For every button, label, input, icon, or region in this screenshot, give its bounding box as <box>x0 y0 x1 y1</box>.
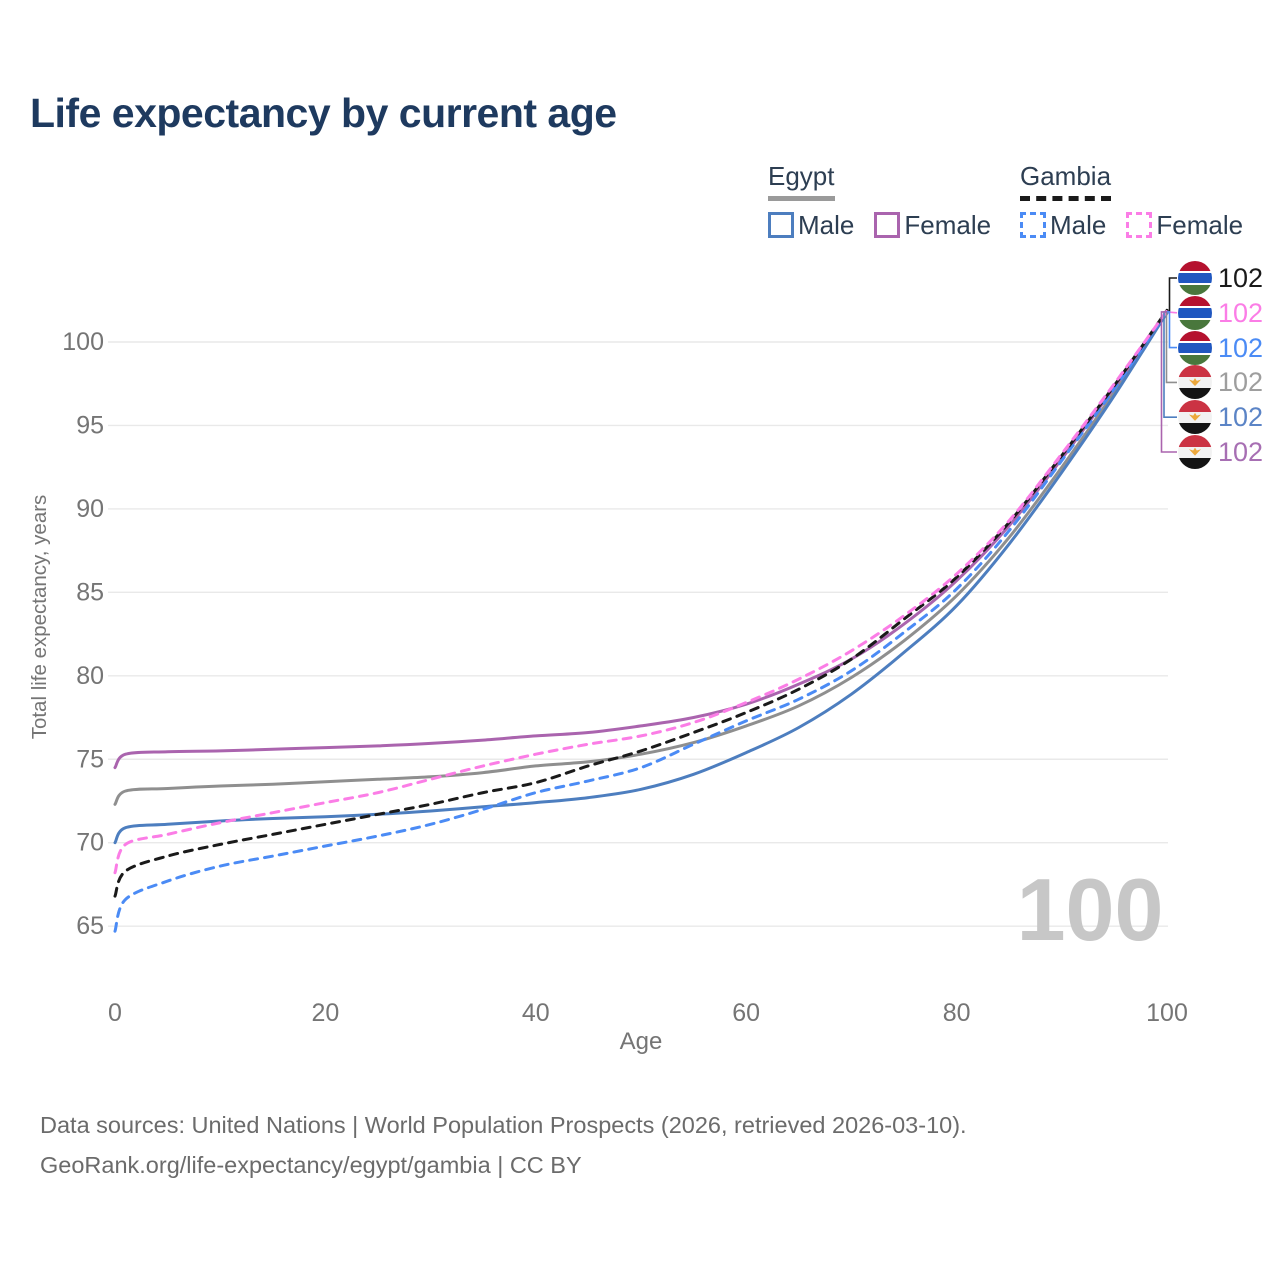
x-tick-label: 80 <box>943 999 971 1027</box>
legend-swatch-gambia-male[interactable] <box>1020 212 1046 239</box>
footer-attribution-url: GeoRank.org/life-expectancy/egypt/gambia… <box>40 1151 582 1178</box>
legend-label-egypt-female[interactable]: Female <box>904 209 992 240</box>
series-line-egypt_male[interactable] <box>113 311 1169 845</box>
x-tick-label: 0 <box>108 999 122 1027</box>
legend-group-gambia: Gambia Male Female <box>1020 162 1263 241</box>
legend-label-gambia-male[interactable]: Male <box>1050 209 1107 240</box>
page-title: Life expectancy by current age <box>30 90 617 136</box>
legend-swatch-egypt-male[interactable] <box>768 212 794 239</box>
legend-label-gambia-female[interactable]: Female <box>1156 209 1244 240</box>
legend-swatch-gambia-female[interactable] <box>1126 212 1153 239</box>
series-line-gambia_male[interactable] <box>113 309 1169 933</box>
chart-footer: Data sources: United Nations | World Pop… <box>40 1106 967 1186</box>
series-line-egypt_female[interactable] <box>113 311 1169 770</box>
y-tick-label: 75 <box>76 745 104 773</box>
leader-line-gambia_male <box>1167 311 1177 349</box>
leader-line-gambia_total <box>1167 277 1177 313</box>
legend-country-gambia: Gambia <box>1020 162 1112 201</box>
y-tick-label: 80 <box>76 662 104 690</box>
y-tick-label: 85 <box>76 578 104 606</box>
y-tick-label: 95 <box>76 411 104 439</box>
x-tick-label: 40 <box>522 999 550 1027</box>
y-tick-label: 65 <box>76 912 104 940</box>
x-tick-label: 60 <box>732 999 760 1027</box>
x-tick-label: 100 <box>1146 999 1188 1027</box>
legend-country-egypt: Egypt <box>768 162 835 201</box>
y-axis-title: Total life expectancy, years <box>28 495 51 740</box>
leader-line-egypt_female <box>1160 311 1177 453</box>
legend-label-egypt-male[interactable]: Male <box>798 209 855 240</box>
x-tick-label: 20 <box>311 999 339 1027</box>
legend-swatch-egypt-female[interactable] <box>874 212 901 239</box>
y-tick-label: 70 <box>76 829 104 857</box>
x-axis-title: Age <box>620 1028 663 1055</box>
y-tick-label: 100 <box>62 328 104 356</box>
age-counter-watermark: 100 <box>1016 860 1164 959</box>
legend-group-egypt: Egypt Male Female <box>768 162 1011 241</box>
series-line-gambia_female[interactable] <box>113 309 1169 875</box>
y-tick-label: 90 <box>76 495 104 523</box>
series-line-gambia_total[interactable] <box>113 308 1169 898</box>
footer-data-sources: Data sources: United Nations | World Pop… <box>40 1112 967 1138</box>
series-line-egypt_total[interactable] <box>113 310 1169 806</box>
